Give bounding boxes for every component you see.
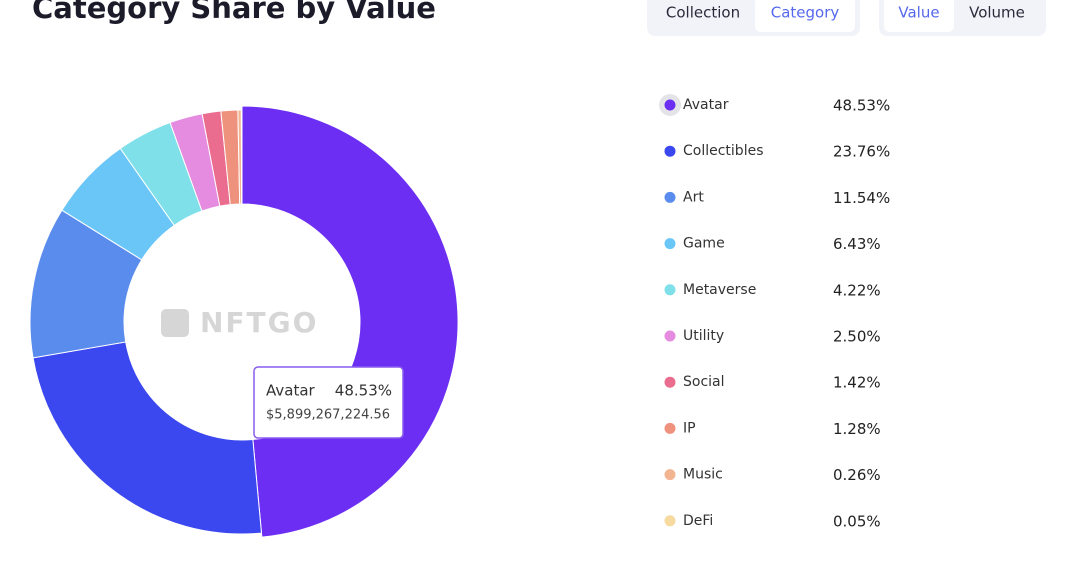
legend-marker <box>664 469 676 481</box>
legend-label: IP <box>683 420 696 436</box>
legend-value: 4.22% <box>833 281 881 299</box>
legend-marker <box>664 284 676 296</box>
legend-value: 48.53% <box>833 97 890 115</box>
tooltip-share: 48.53% <box>335 382 392 400</box>
legend-value: 11.54% <box>833 189 890 207</box>
toggle[interactable]: Value <box>898 4 939 22</box>
toggle-active <box>884 0 954 32</box>
legend-value: 1.28% <box>833 420 881 438</box>
watermark-icon <box>161 309 189 337</box>
legend-marker <box>664 99 676 111</box>
legend-value: 0.26% <box>833 466 881 484</box>
toggle-active <box>755 0 855 32</box>
legend-label: Music <box>683 467 723 483</box>
tooltip <box>253 366 404 439</box>
legend-marker <box>664 145 676 157</box>
slice <box>240 109 243 205</box>
legend-marker <box>664 330 676 342</box>
legend-value: 23.76% <box>833 143 890 161</box>
toggle[interactable]: Collection <box>666 4 740 22</box>
slice <box>32 341 263 535</box>
legend: Avatar 48.53% Collectibles 23.76% Art 11.54% G… <box>659 94 890 530</box>
legend-label: Social <box>683 374 725 390</box>
legend-label: Metaverse <box>683 282 756 298</box>
legend-value: 1.42% <box>833 374 881 392</box>
legend-value: 0.05% <box>833 512 881 530</box>
tooltip-category: Avatar <box>266 382 316 400</box>
toggle[interactable]: Category <box>771 4 840 22</box>
chart-title: Category Share by Value <box>32 0 436 25</box>
watermark: NFTGO <box>200 306 318 339</box>
legend-marker <box>664 238 676 250</box>
toggle[interactable]: Volume <box>969 4 1025 22</box>
tooltip-value: $5,899,267,224.56 <box>266 408 390 423</box>
legend-marker <box>664 191 676 203</box>
legend-marker <box>664 515 676 527</box>
legend-label: DeFi <box>683 513 713 529</box>
donut <box>29 105 459 538</box>
legend-value: 6.43% <box>833 235 881 253</box>
legend-label: Avatar <box>683 97 729 113</box>
legend-label: Collectibles <box>683 143 764 159</box>
legend-value: 2.50% <box>833 328 881 346</box>
legend-label: Utility <box>683 328 724 344</box>
legend-marker <box>664 376 676 388</box>
legend-label: Art <box>683 189 704 205</box>
legend-label: Game <box>683 236 725 252</box>
legend-marker <box>664 422 676 434</box>
